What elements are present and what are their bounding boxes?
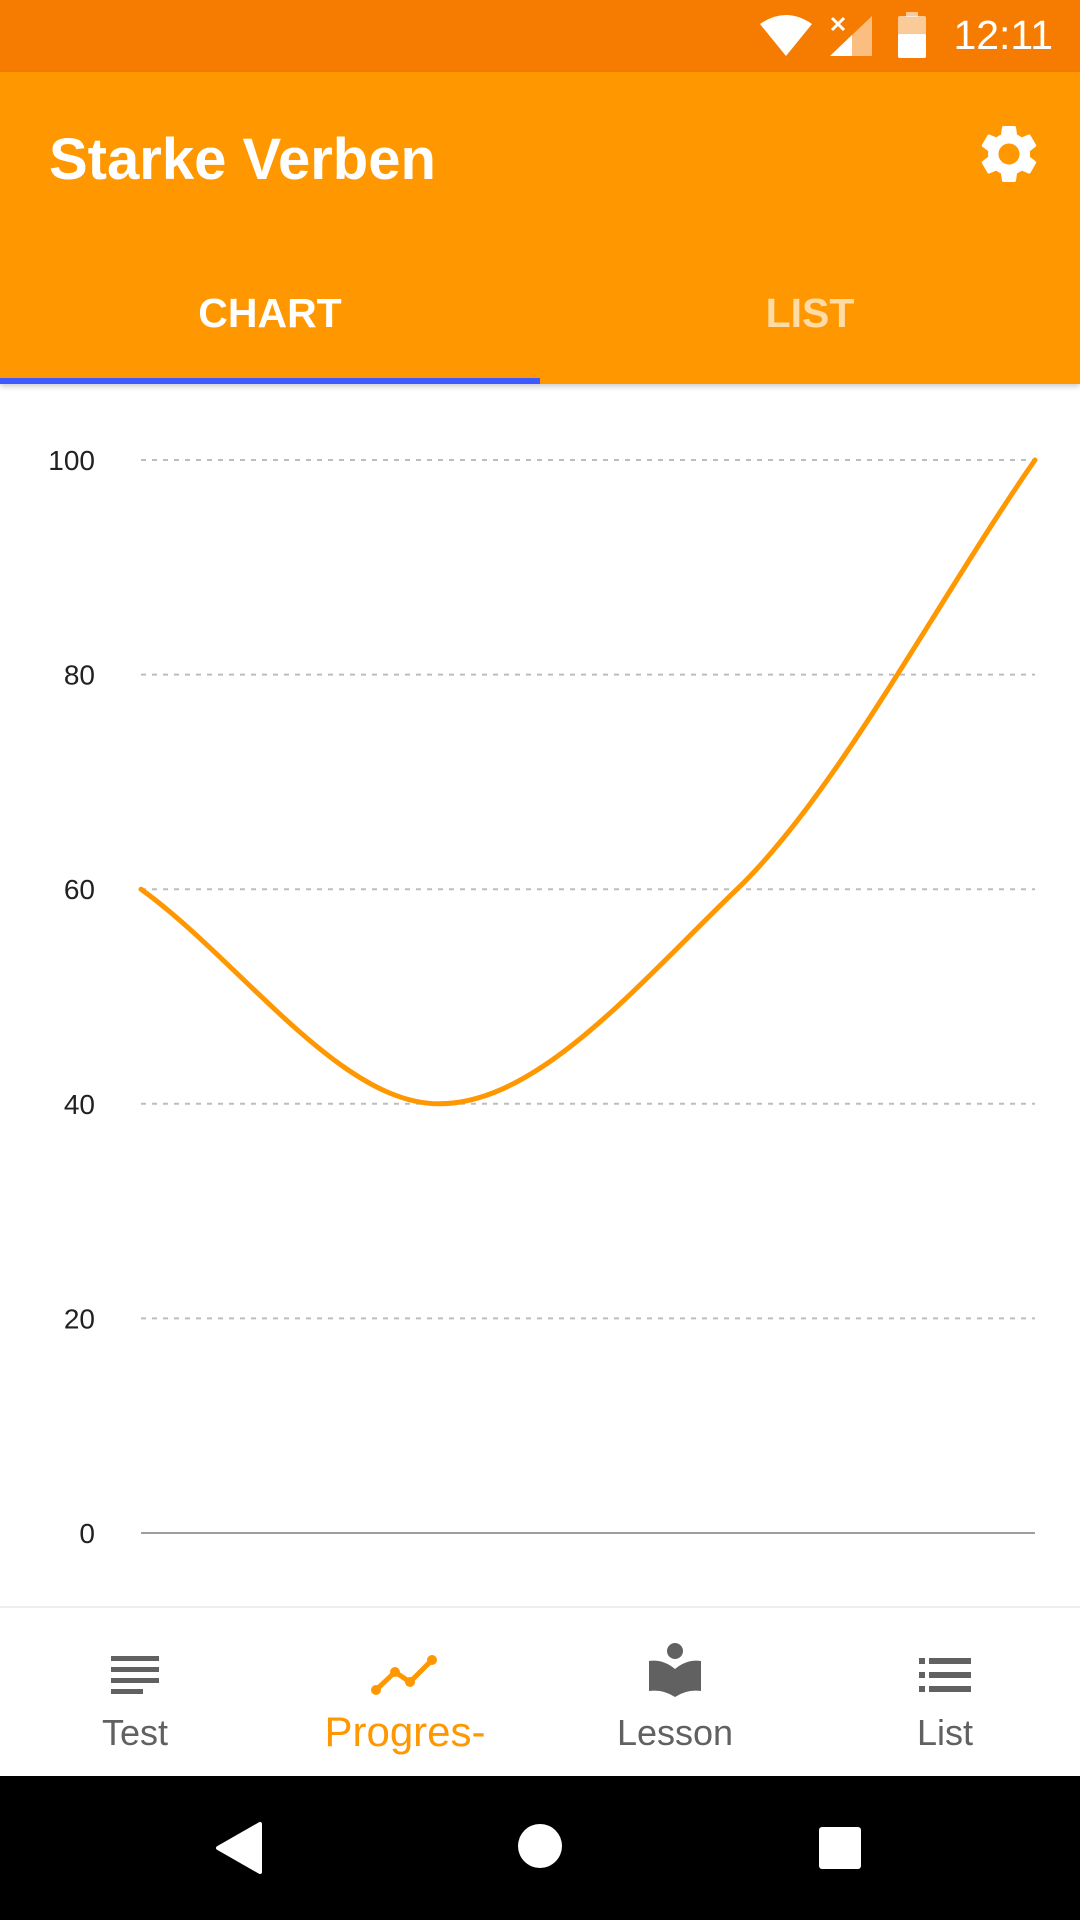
recents-icon[interactable] (818, 1826, 862, 1870)
progress-chart-icon (371, 1655, 437, 1695)
wifi-icon (760, 15, 812, 56)
tab-list[interactable]: LIST (540, 272, 1080, 384)
tab-indicator (0, 378, 540, 384)
app-bar: Starke Verben CHART LIST (0, 72, 1080, 384)
status-bar: 12:11 (0, 0, 1080, 72)
settings-button[interactable] (974, 119, 1044, 189)
y-tick-label: 60 (64, 874, 95, 905)
signal-no-sim-icon (830, 16, 872, 56)
nav-item-lesson[interactable]: Lesson (540, 1608, 810, 1778)
series-line (138, 457, 1038, 1107)
tab-chart-label: CHART (198, 290, 342, 336)
battery-icon (898, 12, 926, 58)
tab-list-label: LIST (765, 290, 855, 336)
bottom-navigation: Test Progres- Lesson List (0, 1606, 1080, 1778)
gear-icon (981, 125, 1037, 182)
y-tick-label: 0 (79, 1518, 95, 1549)
nav-item-test[interactable]: Test (0, 1608, 270, 1778)
bulleted-list-icon (919, 1658, 971, 1692)
y-tick-label: 100 (48, 445, 95, 476)
chart-svg: 0 20 40 60 80 100 (48, 445, 1038, 1549)
system-navigation-bar (0, 1776, 1080, 1920)
nav-label-test: Test (101, 1712, 169, 1753)
tab-chart[interactable]: CHART (0, 272, 540, 384)
app-title: Starke Verben (49, 127, 436, 192)
nav-item-progress[interactable]: Progres- (270, 1608, 540, 1778)
lines-icon (111, 1656, 159, 1694)
back-icon[interactable] (214, 1820, 264, 1876)
y-tick-label: 40 (64, 1089, 95, 1120)
status-time: 12:11 (953, 12, 1053, 58)
y-tick-label: 20 (64, 1303, 95, 1334)
home-icon[interactable] (516, 1822, 564, 1870)
nav-label-lesson: Lesson (616, 1712, 734, 1753)
progress-chart: 0 20 40 60 80 100 (0, 384, 1080, 1606)
y-tick-label: 80 (64, 660, 95, 691)
reading-book-icon (649, 1643, 701, 1697)
nav-label-list: List (916, 1712, 974, 1753)
nav-label-progress: Progres- (324, 1708, 486, 1755)
nav-item-list[interactable]: List (810, 1608, 1080, 1778)
